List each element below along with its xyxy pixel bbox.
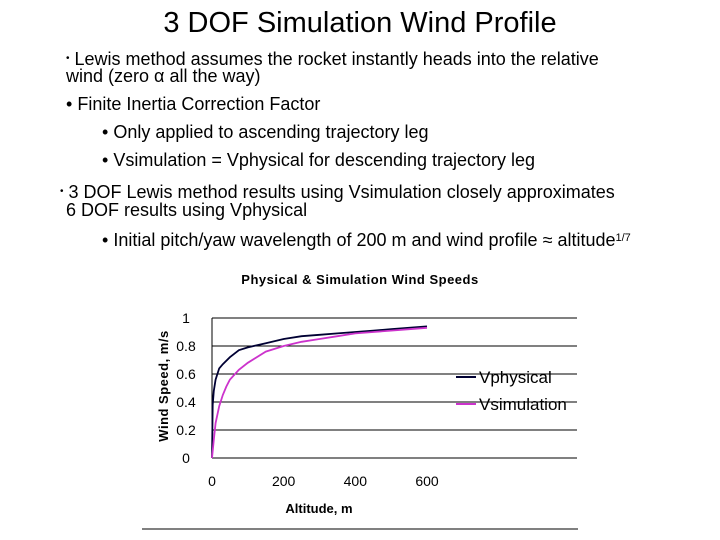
y-tick-label: 0 [182, 450, 190, 466]
x-tick-label: 600 [415, 473, 439, 489]
slide-title: 3 DOF Simulation Wind Profile [163, 7, 557, 39]
bullet-marker: • [66, 94, 73, 114]
x-tick-label: 200 [272, 473, 296, 489]
bullet-2-text: Finite Inertia Correction Factor [77, 94, 321, 114]
bullet-1-line-2: wind (zero α all the way) [66, 66, 261, 86]
axes [211, 318, 577, 459]
y-tick-label: 0.2 [176, 422, 196, 438]
bullet-3-line-1: • 3 DOF Lewis method results using Vsimu… [60, 182, 615, 202]
bullet-2-sub-1: • Only applied to ascending trajectory l… [102, 122, 429, 142]
series-line-vphysical [211, 325, 428, 459]
bullet-3-sub-1-text: Initial pitch/yaw wavelength of 200 m an… [113, 230, 616, 250]
legend-label-vsimulation: Vsimulation [479, 395, 567, 414]
series-lines [211, 325, 428, 459]
bullet-marker: • [60, 186, 64, 197]
y-axis-label: Wind Speed, m/s [156, 330, 171, 441]
chart-title: Physical & Simulation Wind Speeds [241, 272, 478, 287]
bullet-1-line-1: • Lewis method assumes the rocket instan… [66, 49, 599, 69]
bullet-marker: • [102, 150, 109, 170]
bullet-2-sub-1-text: Only applied to ascending trajectory leg [113, 122, 429, 142]
legend-label-vphysical: Vphysical [479, 368, 552, 387]
x-tick-label: 400 [344, 473, 368, 489]
y-tick-label: 0.4 [176, 394, 196, 410]
legend: Vphysical Vsimulation [456, 368, 567, 414]
bullet-2: • Finite Inertia Correction Factor [66, 94, 320, 114]
bullet-marker: • [66, 53, 70, 64]
grid-lines [212, 317, 577, 431]
y-tick-label: 0.6 [176, 366, 196, 382]
bullet-3-text: 3 DOF Lewis method results using Vsimula… [68, 182, 615, 202]
x-tick-label: 0 [208, 473, 216, 489]
bullet-marker: • [102, 230, 109, 250]
series-line-vsimulation [211, 326, 428, 459]
tick-labels: 0 0.2 0.4 0.6 0.8 1 0 200 400 600 [176, 310, 439, 489]
x-axis-label: Altitude, m [285, 501, 352, 516]
bullet-2-sub-2-text: Vsimulation = Vphysical for descending t… [113, 150, 536, 170]
y-tick-label: 1 [182, 310, 190, 326]
bullet-3-sub-1: • Initial pitch/yaw wavelength of 200 m … [102, 230, 631, 250]
bullet-marker: • [102, 122, 109, 142]
bullet-3-line-2: 6 DOF results using Vphysical [66, 200, 308, 220]
bullet-1-text: Lewis method assumes the rocket instantl… [74, 49, 599, 69]
exponent: 1/7 [615, 232, 631, 244]
bullet-2-sub-2: • Vsimulation = Vphysical for descending… [102, 150, 535, 170]
y-tick-label: 0.8 [176, 338, 196, 354]
